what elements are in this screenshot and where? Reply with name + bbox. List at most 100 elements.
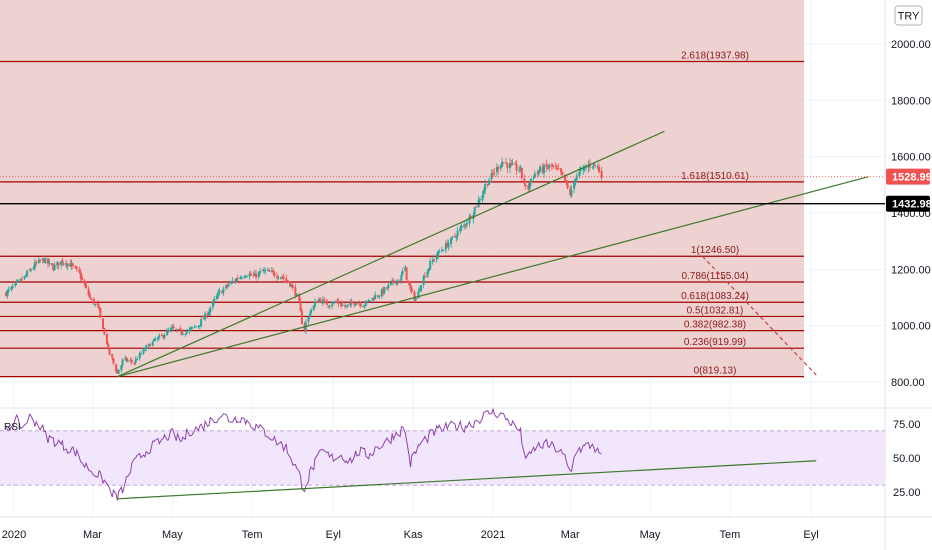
candle-body [560, 168, 563, 173]
candle-body [120, 365, 123, 371]
candle-body [134, 359, 137, 363]
candle-body [204, 313, 207, 320]
candle-body [30, 269, 33, 271]
candle-body [264, 270, 267, 272]
candle-body [383, 287, 386, 294]
candle-body [257, 272, 260, 278]
candle-body [197, 325, 200, 327]
candle-body [435, 256, 438, 259]
candle-body [245, 276, 248, 278]
candle-body [527, 185, 530, 190]
candle-body [60, 261, 63, 265]
candle-body [438, 251, 441, 253]
candle-body [563, 174, 566, 181]
candle-body [185, 331, 188, 334]
candle-body [249, 273, 252, 276]
candle-body [50, 263, 53, 266]
fib-level-label: 2.618(1937.98) [681, 50, 749, 61]
candle-body [422, 276, 425, 285]
candle-body [378, 295, 381, 298]
candle-body [532, 177, 535, 179]
candle-body [536, 172, 539, 174]
candle-body [184, 333, 187, 335]
horizontal-level-tag[interactable] [886, 195, 930, 212]
candle-body [130, 360, 133, 363]
candle-body [418, 290, 421, 292]
candle-body [107, 344, 110, 348]
candle-body [65, 262, 68, 266]
candle-body [523, 178, 526, 184]
candle-body [327, 305, 330, 307]
candle-body [28, 270, 31, 272]
candle-body [312, 305, 315, 311]
candle-body [136, 359, 139, 361]
trendline[interactable] [117, 130, 665, 378]
candle-body [307, 316, 310, 323]
candle-body [499, 165, 502, 169]
candle-body [368, 300, 371, 302]
candle-body [142, 349, 145, 354]
candle-body [579, 169, 582, 171]
candle-body [321, 299, 324, 304]
candle-body [299, 300, 302, 312]
price-axis[interactable]: 800.001000.001200.001400.001600.001800.0… [886, 39, 932, 499]
currency-badge[interactable]: TRY [894, 5, 923, 26]
fib-level-label: 0(819.13) [694, 366, 737, 377]
candle-body [78, 269, 81, 273]
rsi-trendline[interactable] [117, 460, 817, 500]
candle-body [345, 305, 348, 307]
candle-body [371, 297, 374, 301]
candle-body [47, 258, 50, 264]
candle-body [473, 207, 476, 215]
candle-body [511, 163, 514, 165]
candle-body [190, 326, 193, 329]
fib-zone [0, 0, 804, 377]
candle-body [552, 165, 555, 167]
candle-body [554, 165, 557, 168]
time-axis[interactable]: 2020 Mar May Tem Eyl Kas 2021 Mar May Tem Eyl [2, 529, 819, 541]
candle-body [221, 291, 224, 294]
horizontal-level-value: 1432.98 [892, 199, 932, 211]
candle-body [561, 171, 564, 175]
candle-body [399, 279, 402, 281]
candle-body [37, 259, 40, 264]
candle-body [365, 300, 368, 306]
candle-body [396, 279, 399, 284]
candle-body [200, 319, 203, 327]
candle-body [66, 263, 69, 267]
candle-body [81, 277, 84, 280]
candle-body [236, 278, 239, 280]
candle-body [423, 275, 426, 277]
candle-body [52, 266, 55, 271]
candle-body [502, 162, 505, 164]
candle-body [349, 302, 352, 306]
candle-body [129, 359, 132, 361]
trendline[interactable] [117, 176, 869, 378]
candle-body [62, 263, 65, 265]
candle-body [524, 184, 527, 186]
candle-body [266, 269, 269, 271]
candle-body [88, 294, 91, 298]
candle-body [380, 290, 383, 297]
candle-body [331, 304, 334, 307]
candle-body [276, 275, 279, 278]
currency-label: TRY [898, 11, 920, 23]
drawing-tools[interactable] [0, 130, 885, 378]
candle-body [291, 285, 294, 288]
fib-level-label: 1(1246.50) [691, 245, 739, 256]
candle-body [14, 283, 17, 286]
last-price-tag[interactable] [886, 168, 930, 185]
fibonacci-retracement[interactable]: 0(819.13) 0.236(919.99) 0.382(982.38) 0.5(1… [0, 0, 804, 378]
candle-body [437, 251, 440, 258]
candle-body [391, 280, 394, 283]
candle-body [282, 277, 285, 279]
candle-body [501, 161, 504, 167]
candle-body [108, 347, 111, 355]
candle-body [518, 169, 521, 171]
rsi-pane[interactable]: RSI [0, 408, 885, 501]
candle-body [217, 292, 220, 297]
candle-body [74, 266, 77, 268]
candle-body [427, 268, 430, 272]
candle-body [43, 258, 46, 263]
